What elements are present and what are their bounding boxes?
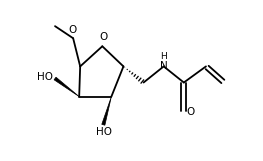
- Polygon shape: [102, 97, 111, 125]
- Text: HO: HO: [37, 72, 53, 82]
- Text: O: O: [99, 32, 108, 42]
- Text: O: O: [68, 25, 76, 35]
- Polygon shape: [54, 77, 79, 97]
- Text: N: N: [160, 61, 168, 71]
- Text: HO: HO: [96, 127, 112, 137]
- Text: O: O: [186, 107, 195, 117]
- Text: H: H: [160, 52, 167, 61]
